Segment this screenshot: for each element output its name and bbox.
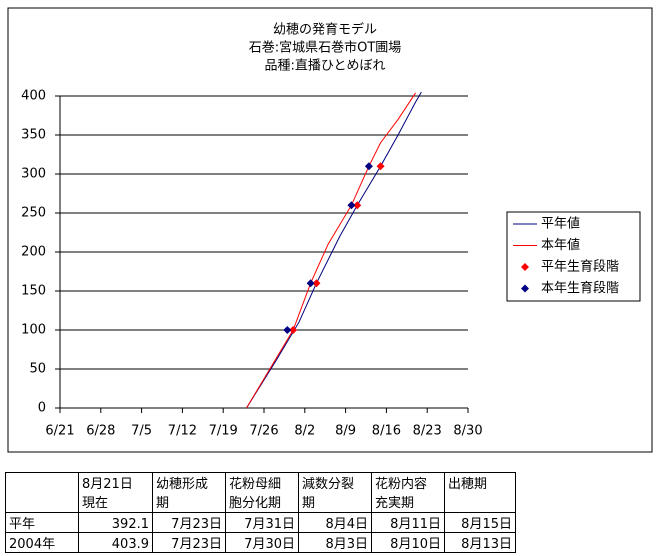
- scatter-point: [347, 201, 356, 210]
- y-tick-label: 300: [21, 167, 46, 182]
- scatter-point: [364, 162, 373, 171]
- table-cell: 8月10日: [371, 532, 445, 553]
- x-tick-label: 6/21: [45, 424, 74, 439]
- table-cell: 花粉内容 充実期: [371, 472, 445, 513]
- table-cell: 8月3日: [298, 532, 372, 553]
- table-cell: [5, 472, 79, 513]
- data-table: 8月21日 現在 幼穂形成 期花粉母細 胞分化期 減数分裂 期花粉内容 充実期 出穂期…: [5, 472, 516, 553]
- table-cell: 7月30日: [225, 532, 299, 553]
- table-cell: 平年: [5, 512, 79, 533]
- table-cell: 7月23日: [152, 512, 226, 533]
- legend-label: 本年生育段階: [541, 280, 619, 296]
- legend-label: 平年値: [541, 216, 580, 232]
- y-tick-label: 350: [21, 128, 46, 143]
- x-tick-label: 8/9: [335, 424, 356, 439]
- x-tick-label: 8/23: [413, 424, 442, 439]
- table-cell: 8月13日: [444, 532, 516, 553]
- x-tick-label: 8/2: [294, 424, 315, 439]
- y-tick-label: 400: [21, 89, 46, 104]
- y-tick-label: 100: [21, 323, 46, 338]
- table-cell: 7月23日: [152, 532, 226, 553]
- table-cell: 8月21日 現在: [78, 472, 153, 513]
- scatter-point: [306, 279, 315, 288]
- table-cell: 7月31日: [225, 512, 299, 533]
- table-cell: 幼穂形成 期: [152, 472, 226, 513]
- chart: 幼穂の発育モデル 石巻:宮城県石巻市OT圃場 品種:直播ひとめぼれ 0 50 100…: [7, 7, 653, 453]
- table-row: 8月21日 現在 幼穂形成 期花粉母細 胞分化期 減数分裂 期花粉内容 充実期 出穂期: [5, 472, 516, 513]
- x-tick-label: 8/16: [372, 424, 401, 439]
- chart-title: 品種:直播ひとめぼれ: [265, 58, 386, 74]
- table-cell: 8月4日: [298, 512, 372, 533]
- scatter-point: [289, 326, 298, 334]
- series-line: [246, 91, 422, 409]
- table-cell: 2004年: [5, 532, 79, 553]
- scatter-point: [353, 201, 362, 210]
- table-cell: 8月15日: [444, 512, 516, 533]
- y-tick-label: 50: [29, 362, 46, 377]
- x-tick-label: 6/28: [86, 424, 115, 439]
- table-cell: 減数分裂 期: [298, 472, 372, 513]
- x-tick-label: 7/5: [131, 424, 152, 439]
- series-line: [246, 92, 416, 409]
- legend-label: 平年生育段階: [541, 259, 619, 275]
- y-tick-label: 150: [21, 284, 46, 299]
- table-row: 平年 392.1 7月23日 7月31日 8月4日 8月11日 8月15日: [5, 512, 516, 533]
- chart-title: 石巻:宮城県石巻市OT圃場: [249, 40, 402, 56]
- scatter-point: [312, 279, 321, 288]
- legend-swatch: [521, 263, 529, 271]
- table-cell: 8月11日: [371, 512, 445, 533]
- table-cell: 出穂期: [444, 472, 516, 513]
- scatter-point: [376, 162, 385, 171]
- table-row: 2004年 403.9 7月23日 7月30日 8月3日 8月10日 8月13日: [5, 532, 516, 553]
- x-tick-label: 7/12: [168, 424, 197, 439]
- table-cell: 花粉母細 胞分化期: [225, 472, 299, 513]
- y-tick-label: 200: [21, 245, 46, 260]
- x-tick-label: 7/26: [249, 424, 278, 439]
- legend-swatch: [521, 284, 529, 293]
- scatter-point: [283, 326, 292, 334]
- x-tick-label: 8/30: [453, 424, 482, 439]
- x-tick-label: 7/19: [209, 424, 238, 439]
- table-cell: 403.9: [78, 532, 153, 553]
- table-cell: 392.1: [78, 512, 153, 533]
- legend-box: [506, 211, 641, 302]
- legend-label: 本年値: [541, 237, 580, 253]
- y-tick-label: 250: [21, 206, 46, 221]
- chart-title: 幼穂の発育モデル: [273, 22, 377, 38]
- y-tick-label: 0: [38, 401, 46, 416]
